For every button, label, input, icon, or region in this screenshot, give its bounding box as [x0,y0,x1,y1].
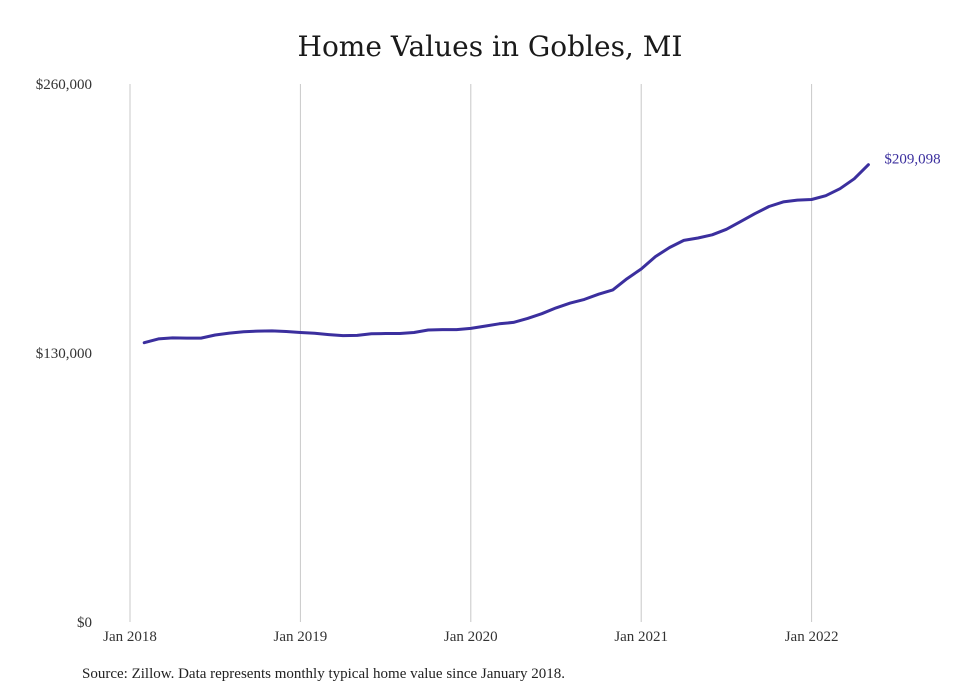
gridlines [129,84,813,622]
end-value-label: $209,098 [884,152,940,168]
x-tick-label: Jan 2019 [274,629,328,645]
y-tick-label: $0 [77,615,92,631]
x-axis-ticks: Jan 2018 Jan 2019 Jan 2020 Jan 2021 Jan 2022 [103,629,838,645]
source-note: Source: Zillow. Data represents monthly … [82,666,566,682]
x-tick-label: Jan 2020 [444,629,498,645]
chart-title: Home Values in Gobles, MI [297,30,683,63]
y-axis-ticks: $0 $130,000 $260,000 [36,77,92,631]
series-line-home-value [142,163,870,345]
x-tick-label: Jan 2018 [103,629,157,645]
y-tick-label: $260,000 [36,77,92,93]
x-tick-label: Jan 2022 [785,629,839,645]
x-tick-label: Jan 2021 [614,629,668,645]
y-tick-label: $130,000 [36,346,92,362]
